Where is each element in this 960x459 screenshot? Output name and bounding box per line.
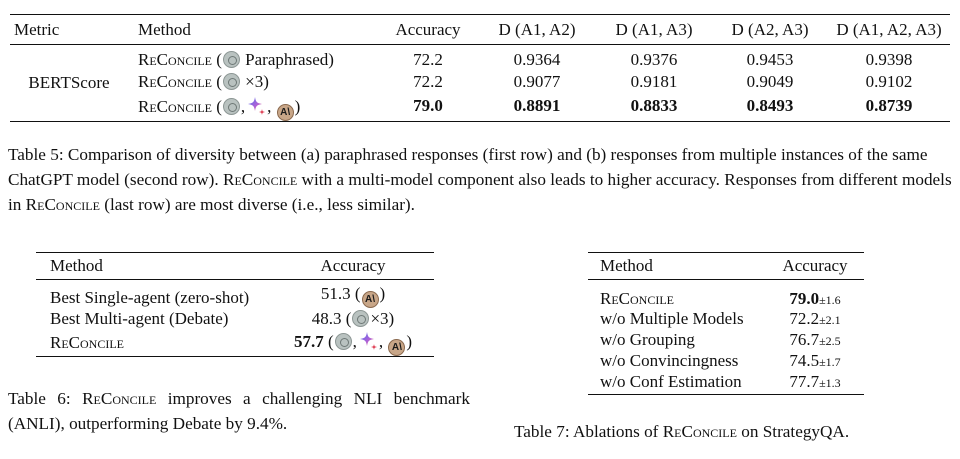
t5-caption-part1: Table 5: Comparison of diversity between… [8,145,928,189]
t5-caption-name2: ReConcile [25,195,100,214]
t7-row2-accuracy: 72.2 [789,309,820,328]
t7-caption-part2: on StrategyQA. [736,422,850,441]
chatgpt-icon [352,310,370,327]
gemini-sparkle-icon [248,96,266,115]
t6-row3-suffix: ) [406,331,413,351]
t6-row3-acc-cell: 57.7 (,, A\) [272,331,434,357]
t6-row2-accuracy: 48.3 [311,309,342,328]
t7-row4-pm: ±1.7 [819,355,841,369]
t5-row1-d13: 0.9376 [630,49,678,69]
t5-caption-name1: ReConcile [222,170,298,189]
t7-row5-pm: ±1.3 [819,375,841,390]
t5-row2-accuracy: 72.2 [413,71,443,91]
t5-header-d123: D (A1, A2, A3) [836,19,942,39]
t5-header-d13: D (A1, A3) [615,19,693,39]
table6: Method Accuracy Best Single-agent (zero-… [36,252,434,357]
claude-icon: A\ [361,290,379,308]
t5-caption-part3: (last row) are most diverse (i.e., less … [99,195,415,214]
t5-row3-d23: 0.8493 [746,95,794,115]
t6-row2-suffix: ×3) [370,309,395,328]
t7-row5-method: w/o Conf Estimation [600,371,742,391]
table7-grid: Method Accuracy ReConcile 79.0±1.6 w/o M… [588,252,864,395]
t5-row2-d23: 0.9049 [746,71,794,91]
t5-header-d12: D (A1, A2) [498,19,576,39]
t5-row1-d12: 0.9364 [513,49,561,69]
t5-caption-part2: with a multi-model component also leads … [8,170,952,214]
t5-row1-method: ReConcile [138,49,212,69]
t6-row1-method: Best Single-agent (zero-shot) [50,287,250,307]
t5-row1-d123: 0.9398 [865,49,913,69]
t6-header-method: Method [50,256,103,275]
t7-caption-part1: Table 7: Ablations of [514,422,663,441]
gemini-sparkle-icon [359,331,377,350]
t5-row2-method: ReConcile [138,71,212,91]
t7-row2-acc-cell: 72.2±2.1 [766,309,864,330]
t5-row3-method: ReConcile [138,96,212,116]
t5-header-accuracy: Accuracy [395,19,461,39]
chatgpt-icon [222,97,240,115]
t6-caption-part2: improves a challenging NLI benchmark (AN… [8,389,471,433]
t7-row1-acc-cell: 79.0±1.6 [766,280,864,309]
t5-row1-method-cell: ReConcile ( Paraphrased) [138,49,334,69]
t5-row3-d12: 0.8891 [513,95,561,115]
t6-caption-name: ReConcile [82,389,157,408]
t5-row1-accuracy: 72.2 [413,49,443,69]
chatgpt-icon [222,72,240,90]
table6-grid: Method Accuracy Best Single-agent (zero-… [36,252,434,357]
t6-row3-accuracy: 57.7 [293,331,324,351]
t5-header-metric: Metric [14,19,60,39]
t5-row3-d13: 0.8833 [630,95,678,115]
t5-row3-d123: 0.8739 [865,95,913,115]
t7-row3-acc-cell: 76.7±2.5 [766,330,864,351]
table5: Metric Method Accuracy D (A1, A2) D (A1,… [10,14,950,122]
t7-row3-pm: ±2.5 [819,334,841,348]
t7-row3-method: w/o Grouping [600,330,695,349]
table5-grid: Metric Method Accuracy D (A1, A2) D (A1,… [10,14,950,122]
t5-row2-suffix: ×3) [245,71,269,91]
t5-row3-accuracy: 79.0 [413,95,443,115]
t7-row2-pm: ±2.1 [819,313,841,327]
t6-row2-method: Best Multi-agent (Debate) [50,309,229,328]
table5-caption: Table 5: Comparison of diversity between… [8,142,954,217]
t5-row2-d13: 0.9181 [630,71,678,91]
t5-metric: BERTScore [28,73,110,92]
t7-row1-pm: ±1.6 [819,292,841,307]
claude-icon: A\ [276,103,294,121]
t6-row1-acc-cell: 51.3 (A\) [272,280,434,308]
t5-row1-suffix: Paraphrased) [245,49,334,69]
t5-row3-method-cell: ReConcile (,, A\) [128,94,378,122]
t5-header-method: Method [138,19,191,39]
t7-row2-method: w/o Multiple Models [600,309,744,328]
t5-header-d23: D (A2, A3) [731,19,809,39]
t6-row2-acc-cell: 48.3 (×3) [311,309,395,328]
t6-row1-suffix: ) [379,283,386,303]
table7-caption: Table 7: Ablations of ReConcile on Strat… [514,419,954,444]
chatgpt-icon [334,332,352,350]
t5-row2-d12: 0.9077 [513,71,561,91]
t5-row2-method-cell: ReConcile ( ×3) [138,71,269,91]
t7-caption-name: ReConcile [662,422,737,441]
t7-row1-method: ReConcile [600,288,674,308]
t5-row2-d123: 0.9102 [865,71,913,91]
t6-row3-method: ReConcile [50,333,124,353]
table7: Method Accuracy ReConcile 79.0±1.6 w/o M… [588,252,864,395]
t7-row4-accuracy: 74.5 [789,351,820,370]
t6-row1-accuracy: 51.3 [320,283,351,303]
t7-header-method: Method [600,256,653,275]
t7-row5-accuracy: 77.7 [789,371,820,391]
t5-row1-d23: 0.9453 [746,49,794,69]
t7-header-accuracy: Accuracy [782,256,848,275]
t7-row4-acc-cell: 74.5±1.7 [766,351,864,372]
claude-icon: A\ [388,338,406,356]
t6-header-accuracy: Accuracy [320,256,386,275]
t6-caption-part1: Table 6: [8,389,83,408]
table6-caption: Table 6: ReConcile improves a challengin… [8,386,470,436]
t7-row4-method: w/o Convincingness [600,351,739,370]
t7-row5-acc-cell: 77.7±1.3 [766,372,864,395]
t7-row1-accuracy: 79.0 [789,288,820,308]
chatgpt-icon [222,50,240,68]
t7-row3-accuracy: 76.7 [789,330,820,349]
